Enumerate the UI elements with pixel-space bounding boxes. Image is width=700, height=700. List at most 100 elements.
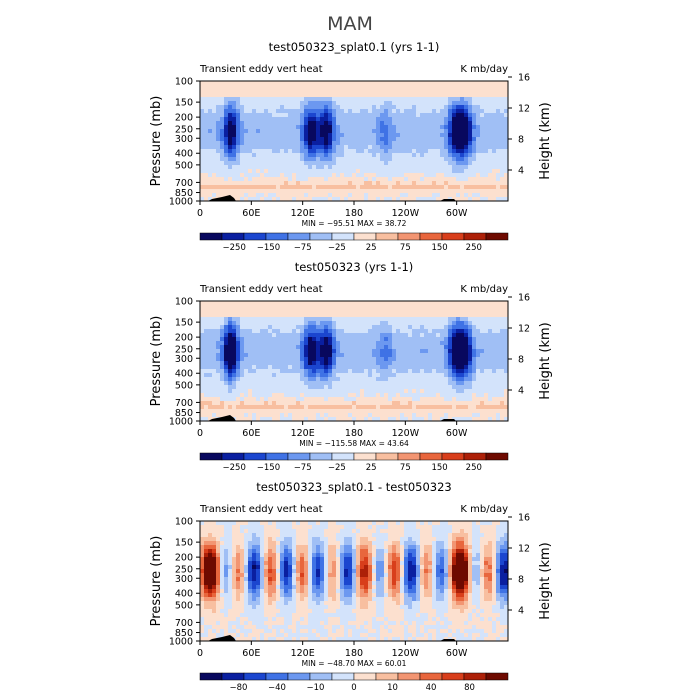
heatmap-cell — [424, 345, 429, 350]
heatmap-cell — [320, 357, 325, 362]
heatmap-cell — [432, 401, 437, 406]
heatmap-cell — [272, 133, 277, 138]
heatmap-cell — [412, 413, 417, 418]
heatmap-cell — [240, 197, 245, 202]
heatmap-cell — [236, 317, 241, 322]
heatmap-cell — [364, 125, 369, 130]
heatmap-cell — [308, 185, 313, 190]
heatmap-cell — [312, 121, 317, 126]
heatmap-cell — [296, 525, 301, 530]
heatmap-cell — [312, 93, 317, 98]
heatmap-cell — [252, 149, 257, 154]
heatmap-cell — [392, 117, 397, 122]
heatmap-cell — [276, 97, 281, 102]
heatmap-cell — [280, 409, 285, 414]
heatmap-cell — [292, 357, 297, 362]
heatmap-cell — [228, 341, 233, 346]
heatmap-cell — [472, 169, 477, 174]
heatmap-cell — [276, 109, 281, 114]
heatmap-cell — [444, 113, 449, 118]
heatmap-cell — [220, 309, 225, 314]
heatmap-cell — [444, 365, 449, 370]
heatmap-cell — [472, 149, 477, 154]
heatmap-cell — [452, 389, 457, 394]
heatmap-cell — [248, 301, 253, 306]
heatmap-cell — [208, 373, 213, 378]
heatmap-cell — [352, 525, 357, 530]
heatmap-cell — [236, 333, 241, 338]
heatmap-cell — [456, 353, 461, 358]
heatmap-cell — [384, 389, 389, 394]
heatmap-cell — [304, 381, 309, 386]
heatmap-cell — [288, 173, 293, 178]
heatmap-cell — [404, 309, 409, 314]
heatmap-cell — [416, 85, 421, 90]
heatmap-cell — [324, 525, 329, 530]
heatmap-cell — [228, 101, 233, 106]
heatmap-cell — [288, 193, 293, 198]
heatmap-cell — [316, 409, 321, 414]
heatmap-cell — [412, 185, 417, 190]
heatmap-cell — [400, 317, 405, 322]
heatmap-cell — [256, 341, 261, 346]
heatmap-cell — [244, 189, 249, 194]
heatmap-cell — [464, 173, 469, 178]
heatmap-cell — [392, 365, 397, 370]
heatmap-cell — [376, 373, 381, 378]
heatmap-cell — [408, 321, 413, 326]
heatmap-cell — [304, 317, 309, 322]
heatmap-cell — [236, 185, 241, 190]
heatmap-cell — [452, 129, 457, 134]
heatmap-cell — [364, 169, 369, 174]
heatmap-cell — [256, 353, 261, 358]
heatmap-cell — [452, 133, 457, 138]
heatmap-cell — [424, 193, 429, 198]
heatmap-cell — [292, 401, 297, 406]
heatmap-cell — [340, 389, 345, 394]
heatmap-cell — [492, 361, 497, 366]
heatmap-cell — [304, 129, 309, 134]
heatmap-cell — [460, 345, 465, 350]
heatmap-cell — [356, 317, 361, 322]
heatmap-cell — [416, 385, 421, 390]
heatmap-cell — [436, 341, 441, 346]
heatmap-cell — [472, 189, 477, 194]
heatmap-cell — [320, 345, 325, 350]
heatmap-cell — [372, 113, 377, 118]
heatmap-cell — [332, 137, 337, 142]
heatmap-cell — [200, 301, 205, 306]
heatmap-cell — [216, 521, 221, 526]
heatmap-cell — [496, 153, 501, 158]
heatmap-cell — [504, 417, 509, 422]
heatmap-cell — [500, 153, 505, 158]
heatmap-cell — [380, 309, 385, 314]
heatmap-cell — [332, 357, 337, 362]
heatmap-cell — [312, 133, 317, 138]
heatmap-cell — [268, 341, 273, 346]
heatmap-cell — [252, 345, 257, 350]
heatmap-cell — [424, 161, 429, 166]
heatmap-cell — [500, 397, 505, 402]
heatmap-cell — [204, 317, 209, 322]
height-tick-label: 4 — [518, 386, 524, 397]
heatmap-cell — [368, 161, 373, 166]
heatmap-cell — [224, 397, 229, 402]
heatmap-cell — [392, 89, 397, 94]
heatmap-cell — [216, 377, 221, 382]
heatmap-cell — [320, 113, 325, 118]
heatmap-cell — [336, 393, 341, 398]
heatmap-cell — [232, 161, 237, 166]
heatmap-cell — [236, 117, 241, 122]
heatmap-cell — [468, 81, 473, 86]
heatmap-cell — [372, 405, 377, 410]
heatmap-cell — [220, 385, 225, 390]
heatmap-cell — [504, 337, 509, 342]
heatmap-cell — [480, 169, 485, 174]
heatmap-cell — [296, 85, 301, 90]
heatmap-cell — [392, 361, 397, 366]
heatmap-cell — [352, 177, 357, 182]
heatmap-cell — [428, 133, 433, 138]
heatmap-cell — [316, 105, 321, 110]
heatmap-cell — [448, 525, 453, 530]
heatmap-cell — [452, 173, 457, 178]
